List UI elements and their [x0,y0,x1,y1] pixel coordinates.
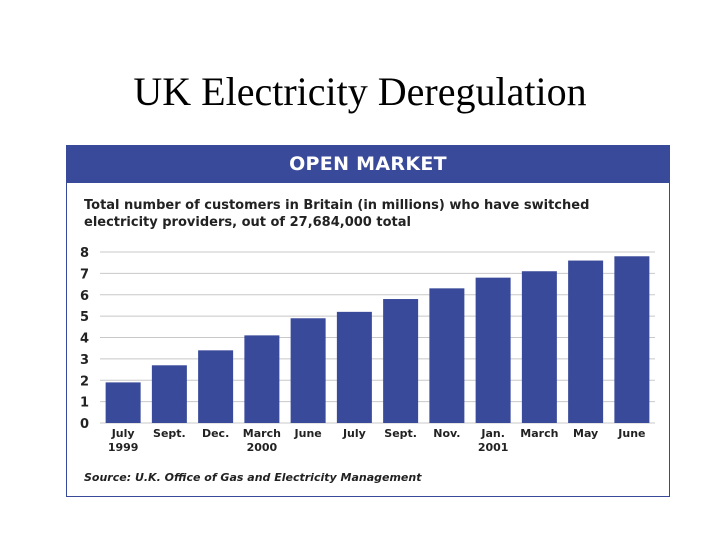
y-tick-label: 5 [80,310,89,325]
chart-panel: OPEN MARKET Total number of customers in… [66,145,670,497]
bar [290,318,326,423]
y-tick-label: 6 [80,289,89,304]
x-tick-label: 2001 [478,441,509,454]
y-tick-label: 7 [80,267,89,282]
bar [429,288,465,423]
x-tick-label: Nov. [433,427,460,440]
y-tick-label: 0 [80,417,89,432]
chart-subtitle: Total number of customers in Britain (in… [84,198,590,230]
x-tick-label: July [111,427,135,440]
y-tick-label: 1 [80,396,89,411]
bar [568,260,604,423]
x-tick-label: Sept. [384,427,417,440]
bar [198,350,234,423]
x-tick-label: March [243,427,281,440]
x-tick-label: Jan. [480,427,505,440]
chart-source: Source: U.K. Office of Gas and Electrici… [84,471,422,484]
y-tick-label: 4 [80,332,89,347]
bar [105,382,141,423]
y-tick-label: 3 [80,353,89,368]
x-tick-label: June [617,427,645,440]
bar [521,271,557,423]
x-tick-label: 1999 [108,441,139,454]
bar [336,311,372,423]
bar [244,335,280,423]
x-tick-label: March [520,427,558,440]
x-tick-label: July [342,427,366,440]
bar [614,256,650,423]
slide-title: UK Electricity Deregulation [133,69,587,114]
chart-header: OPEN MARKET [67,146,669,183]
x-tick-label: June [294,427,322,440]
x-tick-label: 2000 [247,441,278,454]
bar [475,277,511,423]
bar [151,365,187,423]
bar [383,299,419,423]
x-tick-label: Dec. [202,427,229,440]
x-tick-label: Sept. [153,427,186,440]
y-tick-label: 2 [80,374,89,389]
x-tick-label: May [573,427,598,440]
y-tick-label: 8 [80,246,89,261]
